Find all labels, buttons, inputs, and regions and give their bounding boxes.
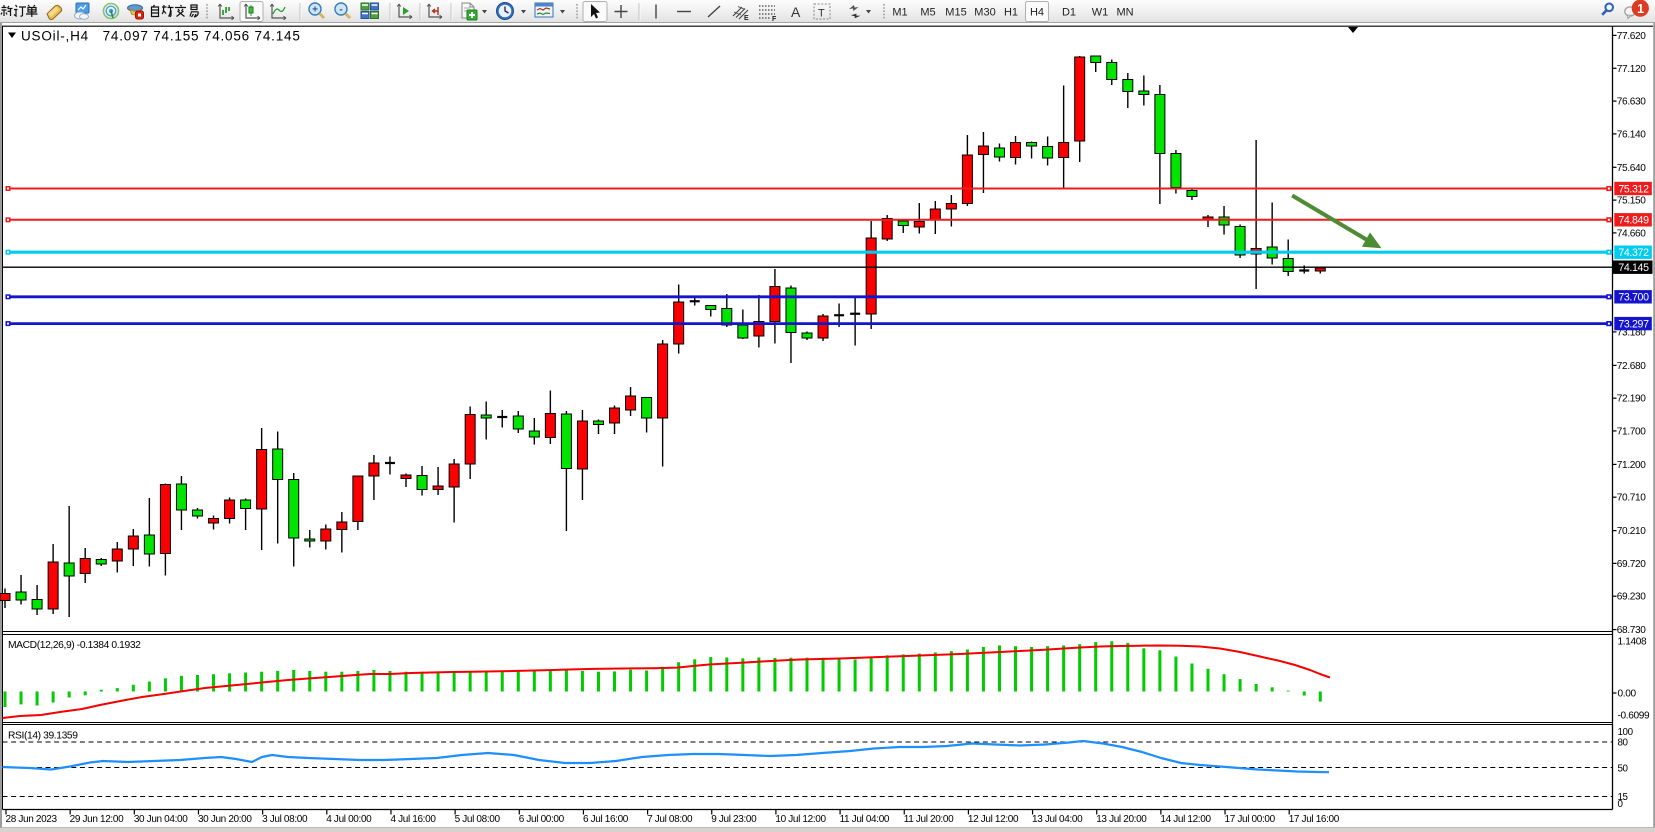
- svg-text:H1: H1: [1004, 7, 1018, 19]
- svg-text:74.145: 74.145: [1618, 262, 1649, 274]
- svg-text:9 Jul 23:00: 9 Jul 23:00: [711, 814, 757, 825]
- svg-text:MACD(12,26,9) -0.1384 0.1932: MACD(12,26,9) -0.1384 0.1932: [8, 640, 141, 651]
- svg-text:USOil-,H4 74.097 74.155 74.0: USOil-,H4 74.097 74.155 74.056 74.145: [21, 29, 301, 44]
- svg-text:12 Jul 12:00: 12 Jul 12:00: [968, 814, 1019, 825]
- svg-text:4 Jul 00:00: 4 Jul 00:00: [326, 814, 372, 825]
- svg-text:73.297: 73.297: [1618, 319, 1649, 331]
- svg-text:+: +: [312, 4, 318, 15]
- svg-text:1.1408: 1.1408: [1618, 637, 1648, 648]
- svg-text:M15: M15: [945, 7, 966, 19]
- svg-text:70.210: 70.210: [1617, 526, 1647, 537]
- svg-text:-: -: [339, 4, 342, 15]
- svg-text:11 Jul 20:00: 11 Jul 20:00: [904, 814, 954, 825]
- svg-text:30 Jun 04:00: 30 Jun 04:00: [134, 814, 188, 825]
- svg-text:11 Jul 04:00: 11 Jul 04:00: [840, 814, 890, 825]
- svg-text:F: F: [772, 16, 777, 23]
- svg-text:74.372: 74.372: [1618, 247, 1649, 259]
- svg-text:1: 1: [1637, 2, 1644, 16]
- svg-text:13 Jul 04:00: 13 Jul 04:00: [1032, 814, 1083, 825]
- svg-text:28 Jun 2023: 28 Jun 2023: [6, 814, 58, 825]
- svg-text:71.200: 71.200: [1617, 460, 1647, 471]
- svg-text:-0.6099: -0.6099: [1618, 711, 1651, 722]
- svg-text:29 Jun 12:00: 29 Jun 12:00: [70, 814, 124, 825]
- svg-text:10 Jul 12:00: 10 Jul 12:00: [775, 814, 826, 825]
- svg-text:17 Jul 00:00: 17 Jul 00:00: [1225, 814, 1276, 825]
- svg-text:74.849: 74.849: [1618, 215, 1649, 227]
- svg-text:13 Jul 20:00: 13 Jul 20:00: [1096, 814, 1147, 825]
- svg-text:77.620: 77.620: [1617, 31, 1647, 42]
- svg-text:6 Jul 00:00: 6 Jul 00:00: [519, 814, 565, 825]
- svg-text:72.680: 72.680: [1617, 361, 1647, 372]
- svg-text:0.00: 0.00: [1618, 689, 1637, 700]
- svg-text:T: T: [818, 8, 825, 20]
- svg-text:M1: M1: [892, 7, 907, 19]
- svg-text:D1: D1: [1062, 7, 1076, 19]
- svg-text:75.312: 75.312: [1618, 183, 1649, 195]
- svg-text:0: 0: [1618, 799, 1624, 810]
- svg-text:76.630: 76.630: [1617, 97, 1647, 108]
- svg-text:W1: W1: [1092, 7, 1109, 19]
- svg-text:73.700: 73.700: [1618, 292, 1649, 304]
- svg-text:M30: M30: [974, 7, 995, 19]
- svg-text:69.720: 69.720: [1617, 559, 1647, 570]
- svg-text:A: A: [791, 4, 801, 20]
- svg-text:80: 80: [1618, 738, 1629, 749]
- svg-text:7 Jul 08:00: 7 Jul 08:00: [647, 814, 693, 825]
- svg-text:MN: MN: [1116, 7, 1133, 19]
- svg-text:17 Jul 16:00: 17 Jul 16:00: [1289, 814, 1340, 825]
- svg-text:69.230: 69.230: [1617, 592, 1647, 603]
- svg-text:75.640: 75.640: [1617, 163, 1647, 174]
- svg-text:76.140: 76.140: [1617, 129, 1647, 140]
- svg-text:E: E: [744, 15, 749, 22]
- svg-text:5 Jul 08:00: 5 Jul 08:00: [455, 814, 501, 825]
- svg-text:100: 100: [1618, 727, 1634, 738]
- svg-text:73.180: 73.180: [1617, 327, 1647, 338]
- svg-text:14 Jul 12:00: 14 Jul 12:00: [1160, 814, 1211, 825]
- svg-text:15: 15: [1618, 792, 1629, 803]
- svg-text:H4: H4: [1030, 7, 1044, 19]
- svg-text:77.120: 77.120: [1617, 64, 1647, 75]
- svg-text:75.150: 75.150: [1617, 196, 1647, 207]
- svg-text:50: 50: [1618, 764, 1629, 775]
- svg-text:70.710: 70.710: [1617, 493, 1647, 504]
- svg-text:71.700: 71.700: [1617, 426, 1647, 437]
- svg-text:30 Jun 20:00: 30 Jun 20:00: [198, 814, 252, 825]
- svg-text:RSI(14) 39.1359: RSI(14) 39.1359: [8, 731, 78, 742]
- svg-text:4 Jul 16:00: 4 Jul 16:00: [390, 814, 436, 825]
- svg-text:3 Jul 08:00: 3 Jul 08:00: [262, 814, 308, 825]
- svg-text:72.190: 72.190: [1617, 394, 1647, 405]
- svg-text:68.730: 68.730: [1617, 625, 1647, 636]
- svg-text:6 Jul 16:00: 6 Jul 16:00: [583, 814, 629, 825]
- svg-text:M5: M5: [920, 7, 935, 19]
- svg-text:74.660: 74.660: [1617, 228, 1647, 239]
